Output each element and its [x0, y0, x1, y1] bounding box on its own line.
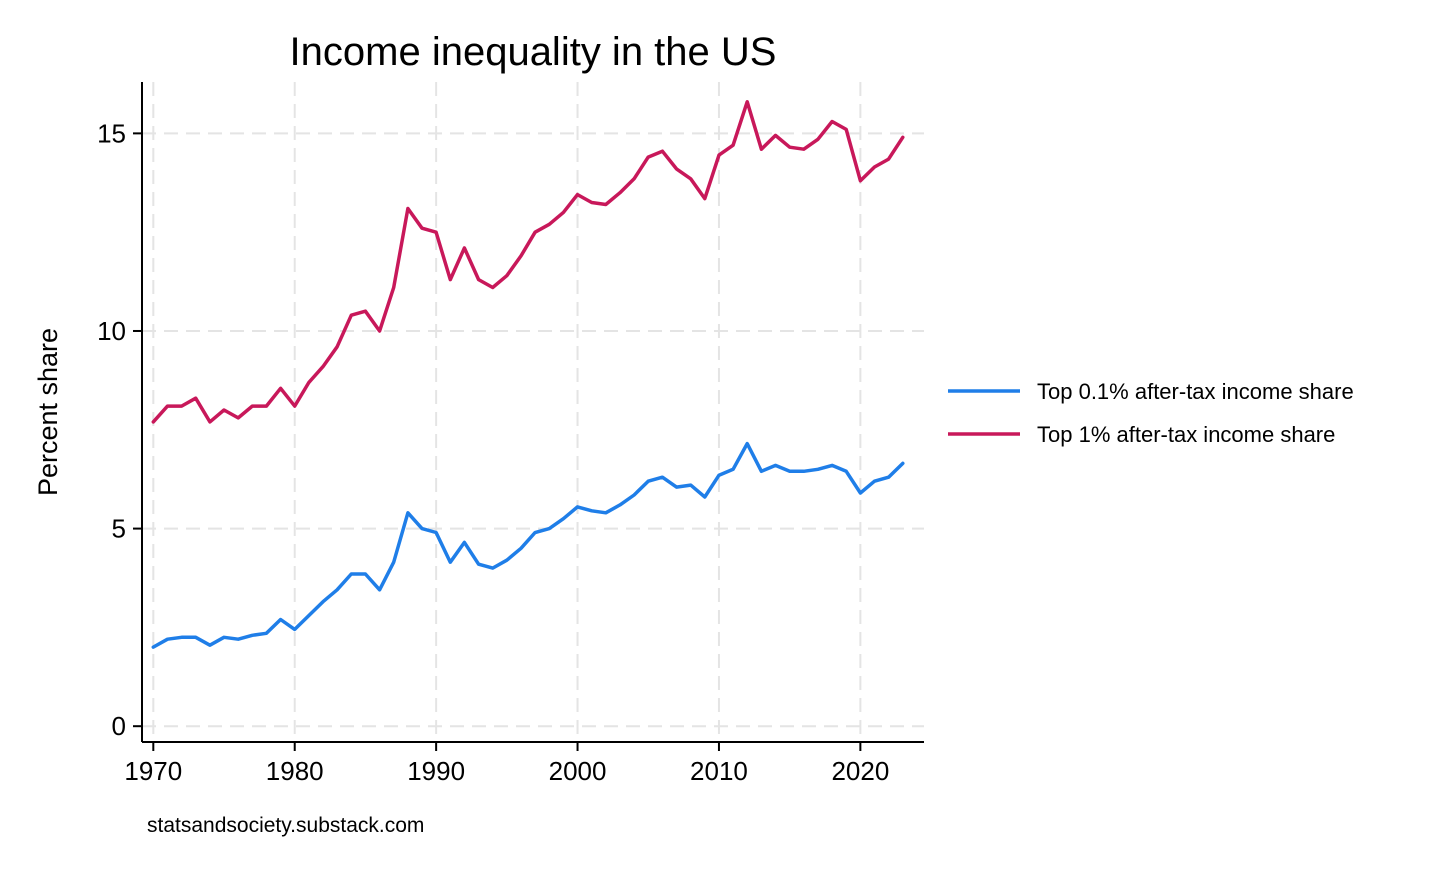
x-tick-label: 2000: [549, 756, 607, 786]
y-tick-label: 0: [112, 711, 126, 741]
axes: [141, 82, 924, 743]
legend-label: Top 1% after-tax income share: [1037, 422, 1335, 447]
y-tick-label: 15: [97, 118, 126, 148]
x-tick-label: 1980: [266, 756, 324, 786]
x-tick-label: 1970: [124, 756, 182, 786]
y-tick-label: 5: [112, 514, 126, 544]
legend-label: Top 0.1% after-tax income share: [1037, 379, 1354, 404]
axis-ticks: 1970 1980 1990 2000 2010 2020 0 5 10 15: [97, 118, 889, 786]
legend: Top 0.1% after-tax income share Top 1% af…: [948, 379, 1354, 447]
x-tick-label: 2010: [690, 756, 748, 786]
series-lines: [151, 100, 905, 649]
x-tick-label: 1990: [407, 756, 465, 786]
series-line-top-1-percent: [151, 100, 905, 424]
x-tick-label: 2020: [831, 756, 889, 786]
y-axis-label: Percent share: [33, 328, 63, 496]
series-line-top-0-1-percent: [151, 441, 905, 649]
chart-title: Income inequality in the US: [290, 30, 777, 74]
gridlines: [142, 82, 924, 742]
y-tick-label: 10: [97, 316, 126, 346]
source-note: statsandsociety.substack.com: [147, 814, 424, 837]
